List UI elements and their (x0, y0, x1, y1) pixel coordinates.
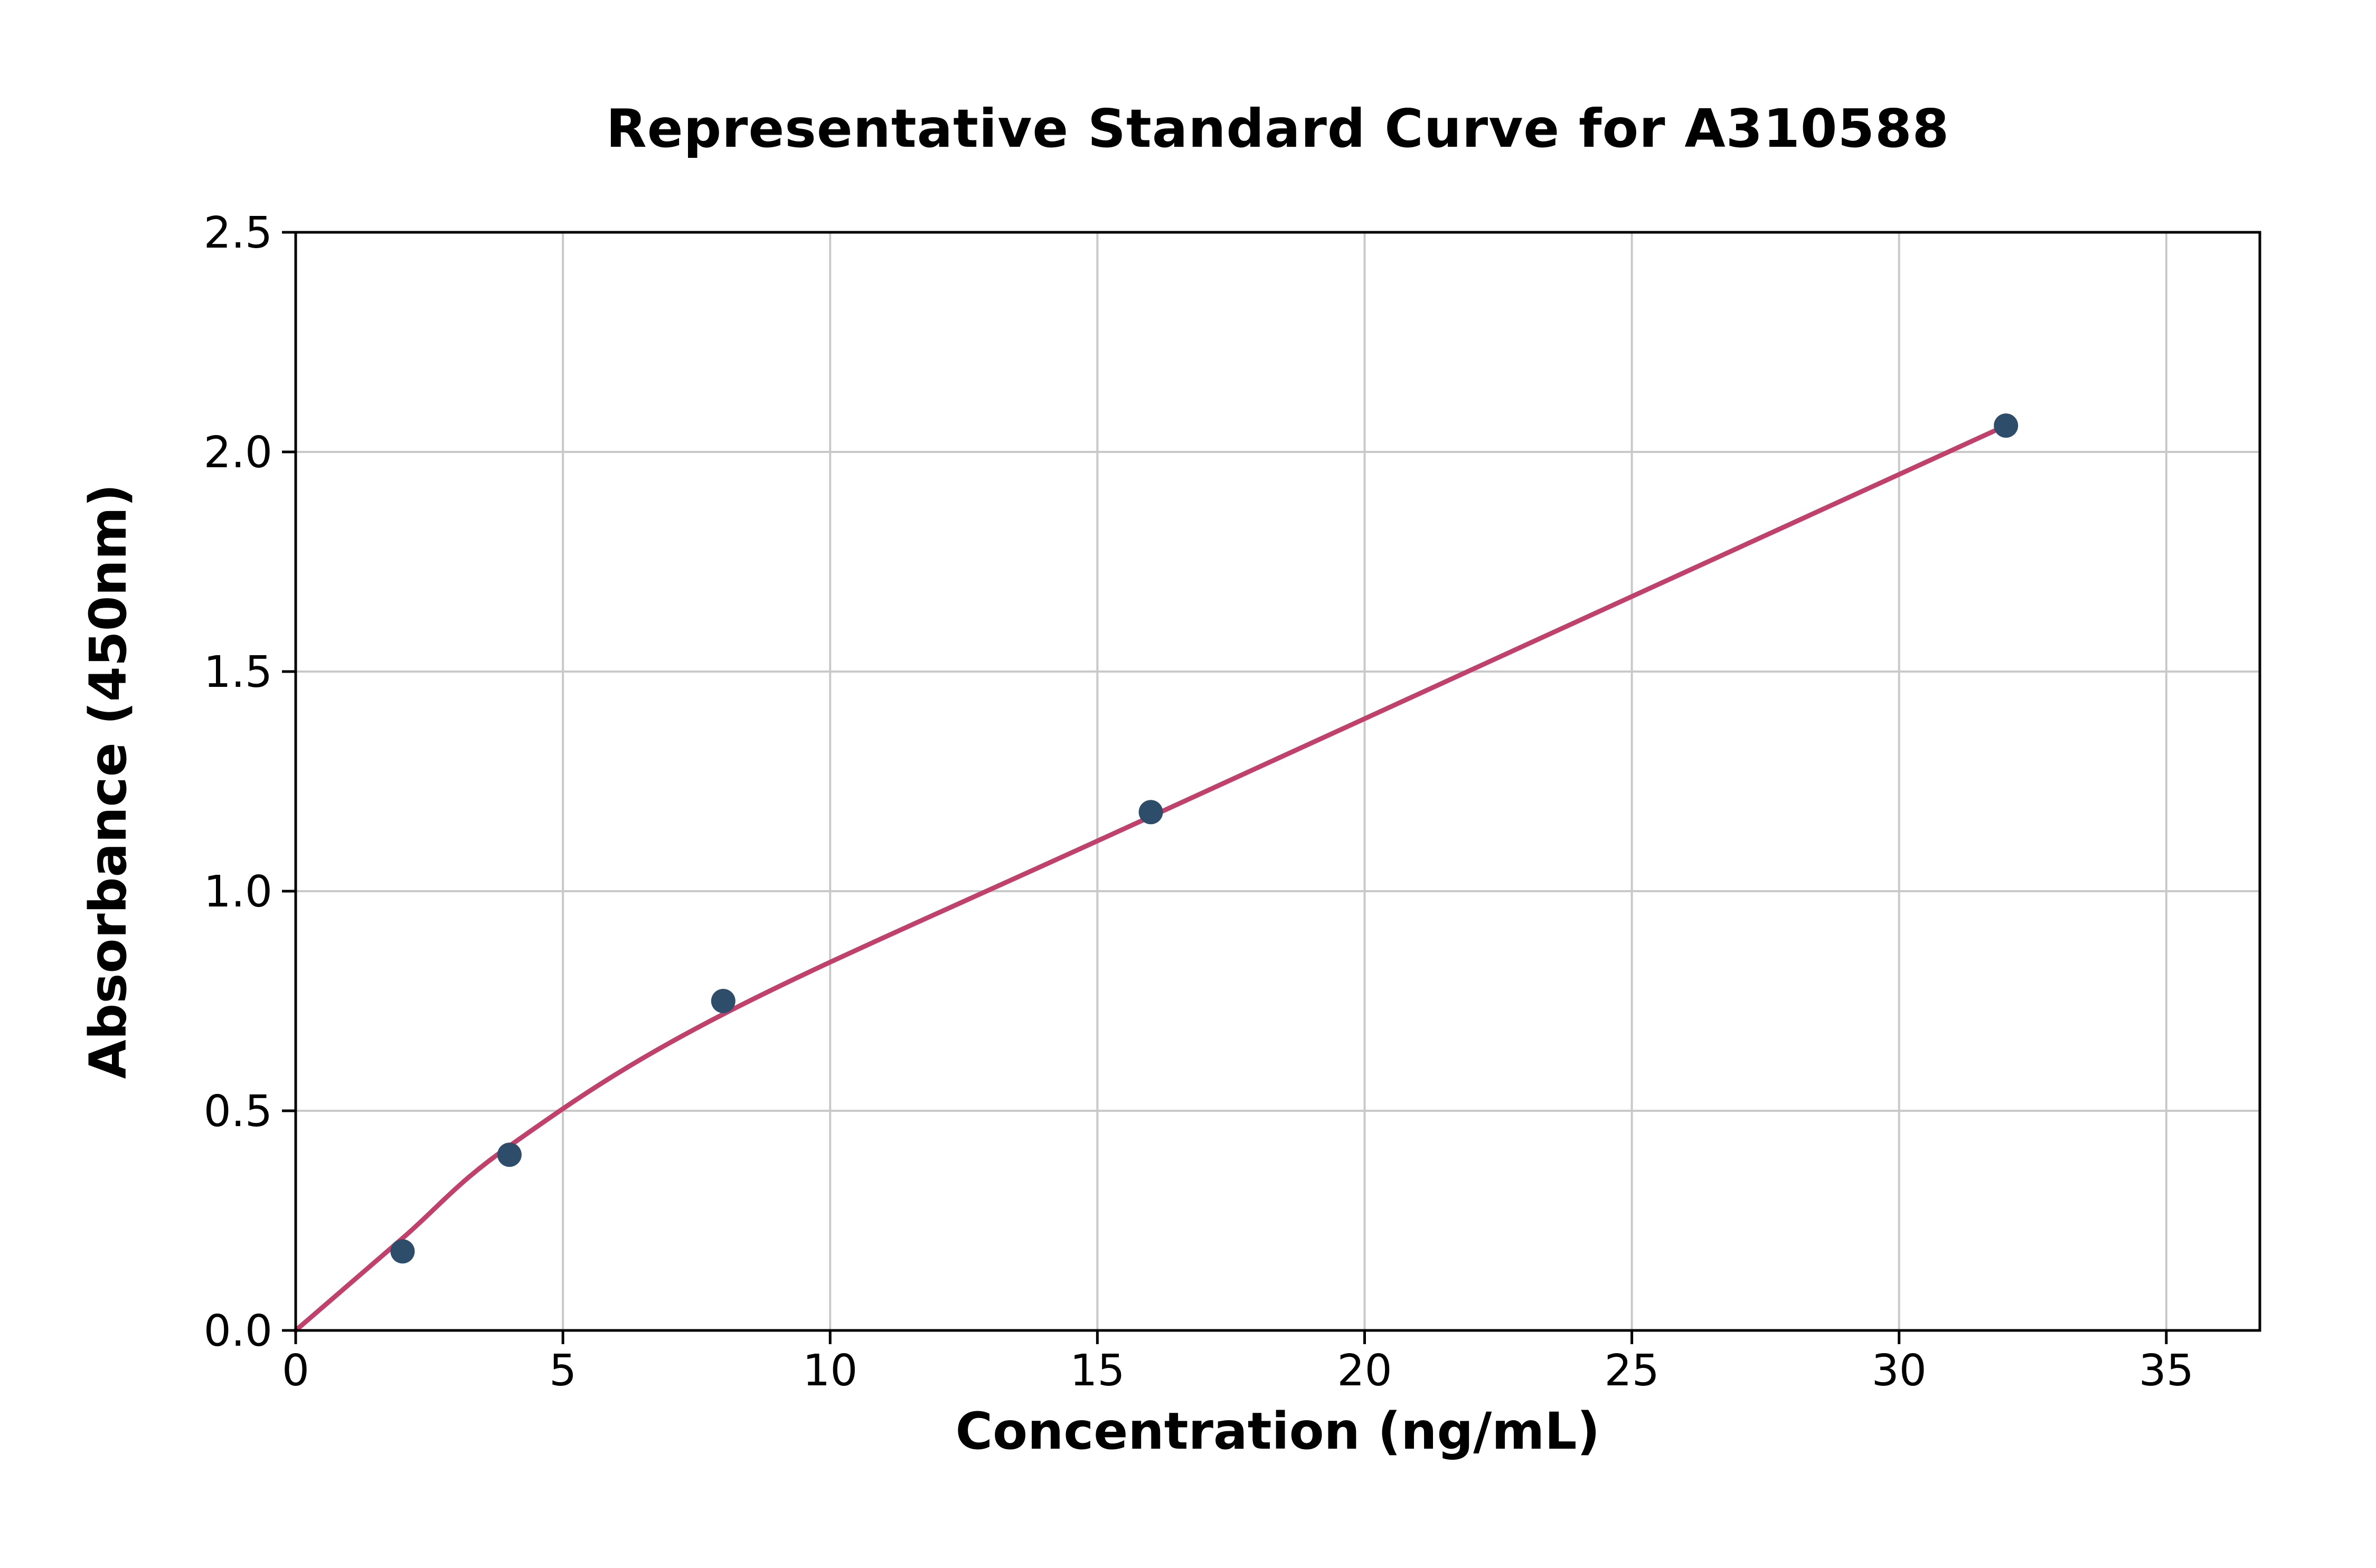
y-tick-label: 0.0 (204, 1306, 272, 1356)
y-tick-label: 0.5 (204, 1087, 272, 1137)
x-tick-label: 30 (1872, 1346, 1927, 1396)
y-tick-label: 1.0 (204, 867, 272, 917)
x-tick-label: 15 (1070, 1346, 1125, 1396)
x-tick-label: 10 (803, 1346, 857, 1396)
fit-curve (293, 423, 2009, 1333)
y-tick-label: 1.5 (204, 647, 272, 697)
x-tick-label: 5 (549, 1346, 577, 1396)
x-tick-label: 0 (282, 1346, 309, 1396)
plot-border (294, 231, 2261, 1332)
data-point (497, 1142, 522, 1167)
x-axis-label: Concentration (ng/mL) (955, 1402, 1600, 1461)
chart-title: Representative Standard Curve for A31058… (606, 98, 1950, 159)
y-tick-label: 2.0 (204, 428, 272, 478)
x-tick-label: 25 (1604, 1346, 1659, 1396)
y-tick-label: 2.5 (204, 208, 272, 258)
x-tick-label: 35 (2139, 1346, 2194, 1396)
data-point (1994, 413, 2019, 438)
x-tick-label: 20 (1337, 1346, 1392, 1396)
data-point (711, 989, 736, 1013)
data-point (390, 1239, 415, 1264)
data-point (1138, 800, 1163, 825)
